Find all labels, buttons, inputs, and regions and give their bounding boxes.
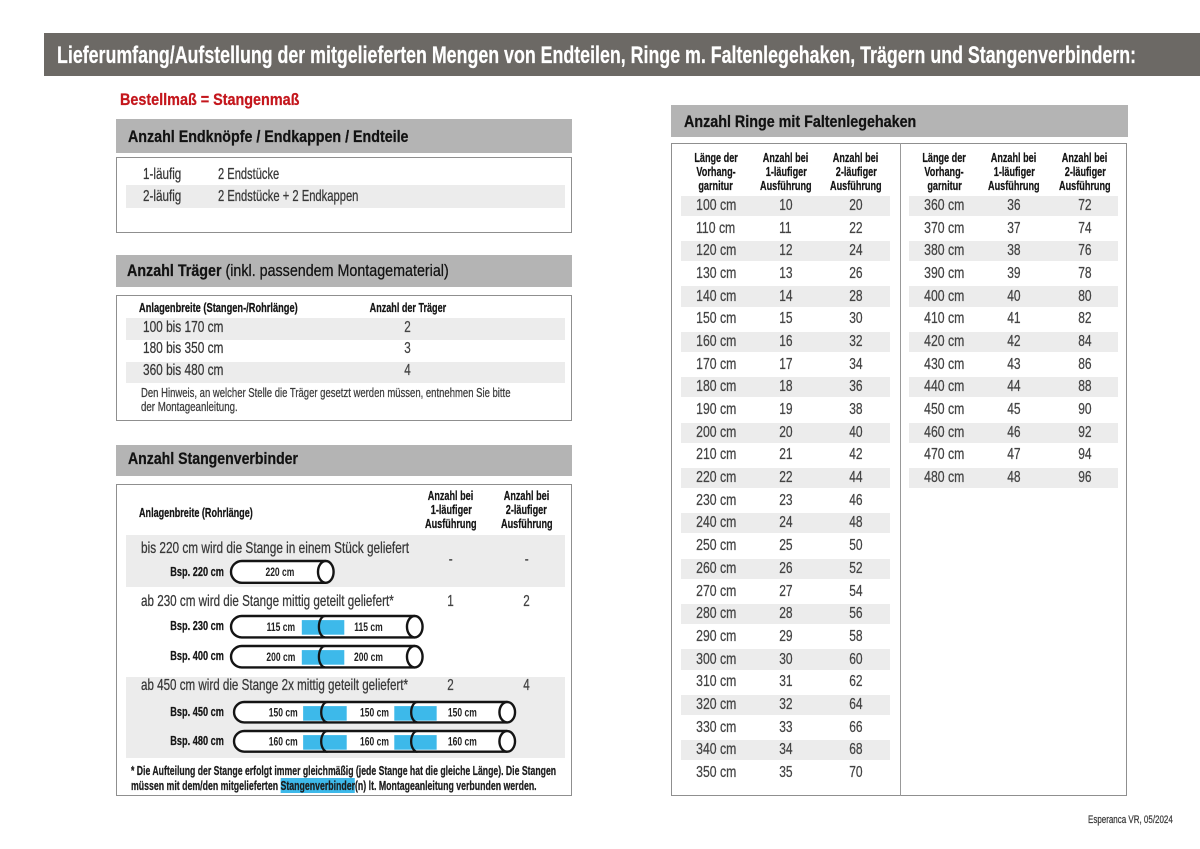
svg-text:220 cm: 220 cm	[265, 567, 294, 580]
svg-text:115 cm: 115 cm	[354, 621, 382, 634]
svg-text:160 cm: 160 cm	[360, 736, 389, 749]
svg-text:150 cm: 150 cm	[448, 707, 477, 720]
svg-text:160 cm: 160 cm	[269, 736, 298, 749]
svg-text:150 cm: 150 cm	[360, 707, 389, 720]
svg-text:115 cm: 115 cm	[267, 621, 295, 634]
svg-text:200 cm: 200 cm	[354, 652, 383, 665]
svg-text:150 cm: 150 cm	[269, 707, 298, 720]
svg-text:200 cm: 200 cm	[266, 652, 295, 665]
svg-text:160 cm: 160 cm	[448, 736, 477, 749]
